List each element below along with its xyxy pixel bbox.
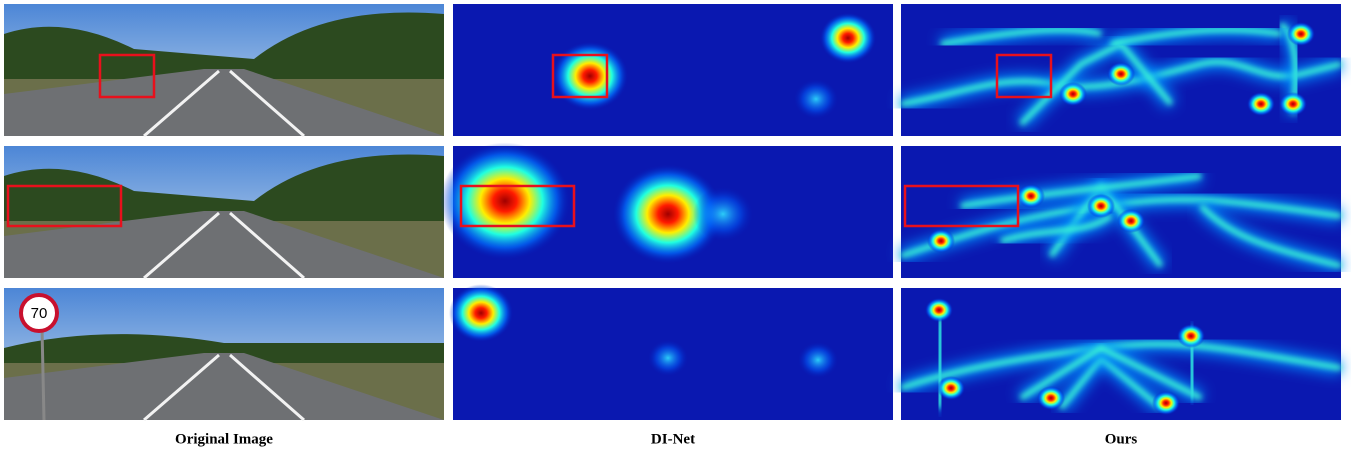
- heat-blob: [1017, 184, 1045, 208]
- lane: [143, 69, 305, 138]
- heat-blob: [820, 12, 876, 64]
- road: [4, 211, 444, 278]
- heat-line: [1048, 181, 1163, 268]
- bbox: [995, 53, 1053, 99]
- lane: [143, 353, 305, 422]
- heat-blob: [937, 376, 965, 400]
- heat-blob: [1287, 22, 1315, 46]
- trees: [4, 154, 444, 236]
- heat-blob: [552, 41, 628, 111]
- bbox: [551, 53, 609, 99]
- panels: 70: [4, 4, 1343, 422]
- heatmap-dinet: [453, 4, 893, 136]
- sign: [19, 293, 59, 333]
- heat-line: [1110, 27, 1282, 47]
- heat-blob: [648, 340, 688, 376]
- heatmap-dinet: [449, 284, 893, 420]
- trees: [4, 12, 444, 95]
- heat-blob: [927, 229, 955, 253]
- heat-line: [960, 173, 1202, 209]
- heat-blob: [925, 298, 953, 322]
- heat-blob: [1279, 92, 1307, 116]
- heat-blob: [1247, 92, 1275, 116]
- heat-blob: [1059, 82, 1087, 106]
- bbox: [98, 53, 156, 99]
- heat-blob: [613, 164, 723, 264]
- photo: [4, 146, 444, 280]
- lane: [143, 211, 305, 280]
- heat-line: [940, 27, 1102, 47]
- heat-blob: [693, 187, 753, 241]
- heat-blob: [1087, 194, 1115, 218]
- heat-blob: [794, 79, 838, 119]
- sign-pole: [40, 327, 46, 421]
- caption: DI-Net: [651, 431, 695, 447]
- heat-line: [1000, 213, 1113, 244]
- heat-blob: [1152, 391, 1180, 415]
- road: [4, 69, 444, 136]
- heatmap-dinet: [440, 142, 893, 278]
- heat-blob: [1037, 386, 1065, 410]
- bbox: [903, 184, 1020, 228]
- trees: [4, 334, 444, 368]
- heat-blob: [1107, 62, 1135, 86]
- heat-blob: [1117, 209, 1145, 233]
- heat-blob: [1177, 324, 1205, 348]
- heat-blob: [449, 284, 513, 342]
- photo: [4, 4, 444, 138]
- bbox: [6, 184, 123, 228]
- sign-text: 70: [31, 305, 48, 322]
- heat-line: [1199, 204, 1342, 269]
- bbox: [459, 184, 576, 228]
- heat-line: [1019, 345, 1203, 401]
- heatmap-ours: [899, 4, 1343, 136]
- heatmap-ours: [898, 288, 1343, 420]
- photo: 70: [4, 288, 444, 422]
- caption: Original Image: [175, 431, 273, 447]
- road: [4, 353, 444, 420]
- heatmap-ours: [898, 146, 1343, 278]
- caption: Ours: [1105, 431, 1138, 447]
- heat-blob: [440, 142, 570, 260]
- heat-blob: [798, 342, 838, 378]
- heat-line: [1059, 354, 1163, 410]
